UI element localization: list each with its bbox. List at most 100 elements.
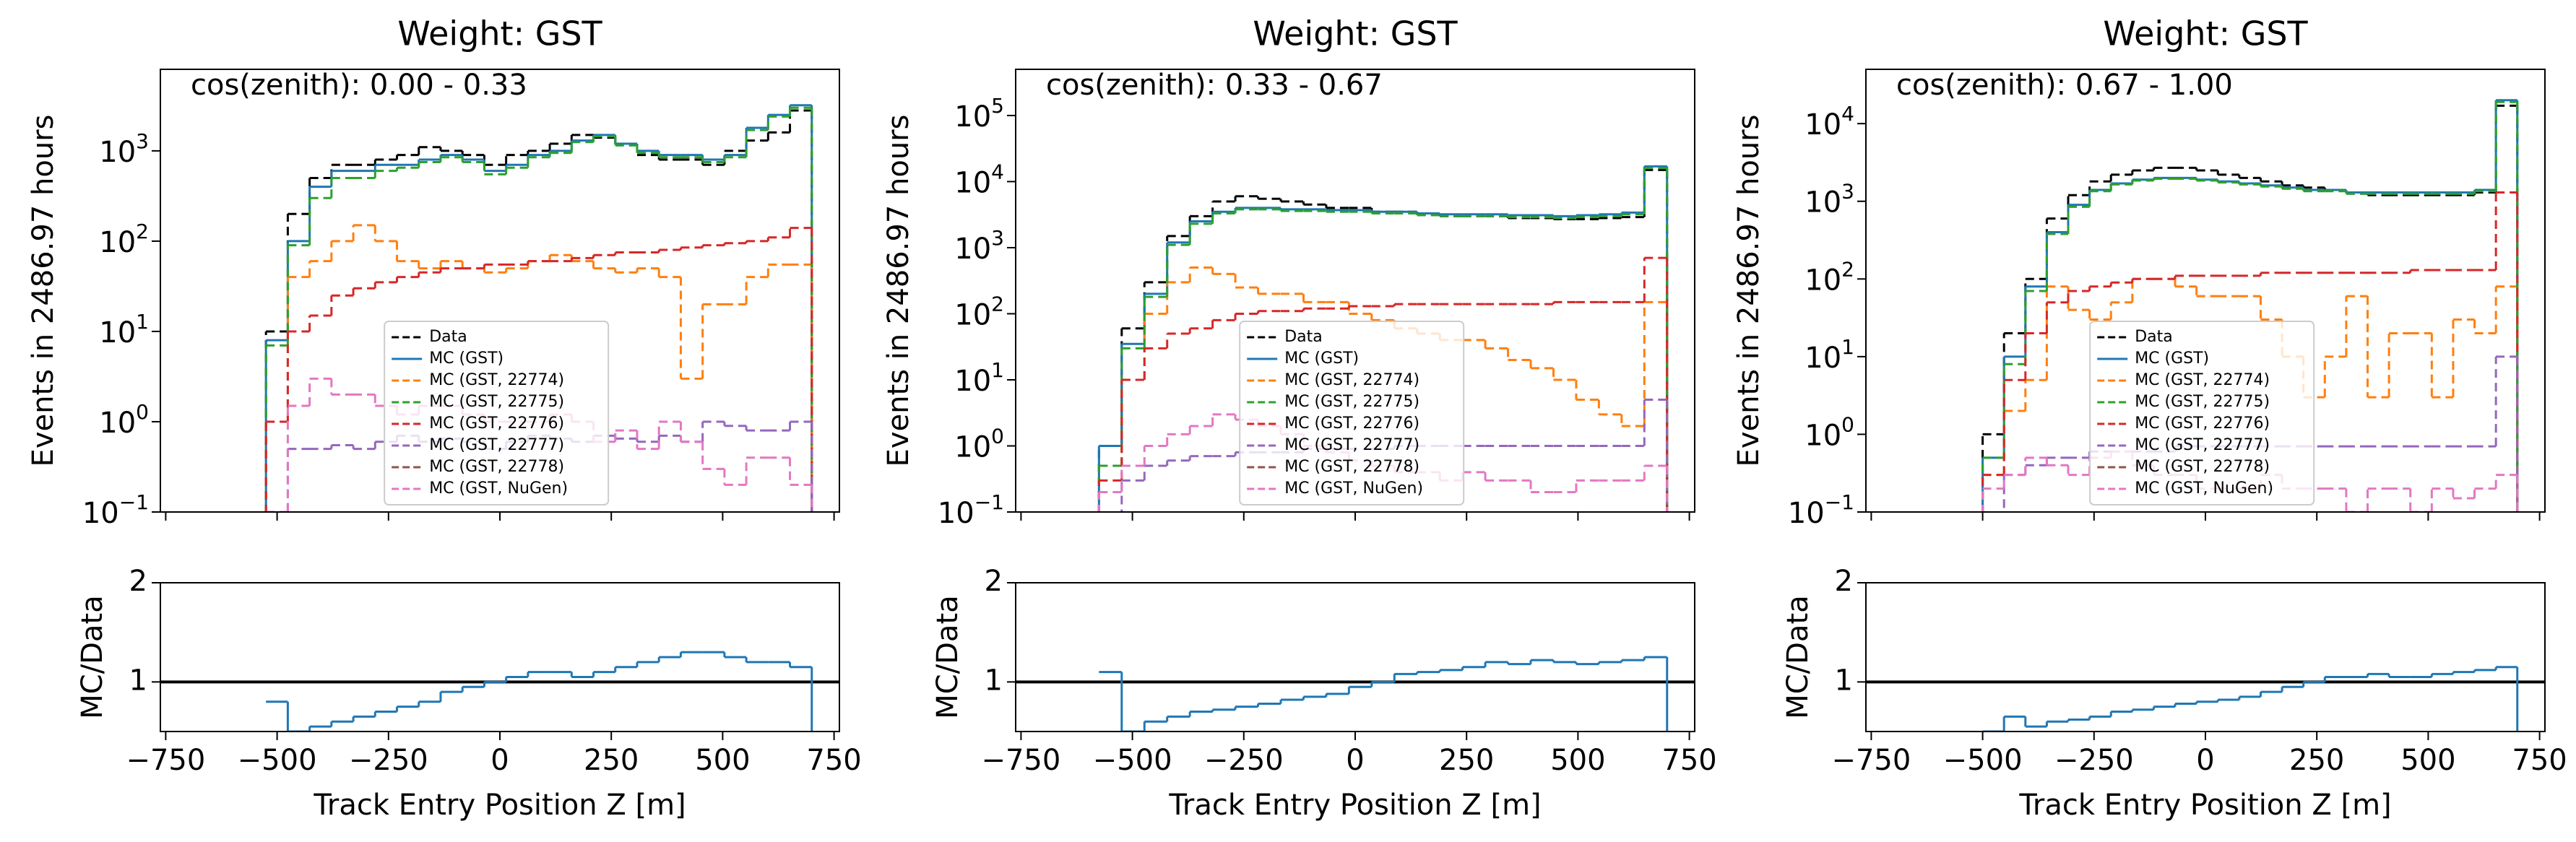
- legend-label: MC (GST, 22778): [2135, 458, 2270, 476]
- legend-label: MC (GST, 22775): [2135, 393, 2270, 411]
- legend-label: MC (GST, 22776): [429, 415, 564, 433]
- y-tick-label: 10−1: [1788, 490, 1854, 530]
- y-tick-label: 100: [954, 424, 1004, 464]
- y-axis-label: MC/Data: [931, 595, 964, 719]
- chart-title: Weight: GST: [1253, 14, 1458, 53]
- y-tick-label: 10−1: [82, 490, 149, 530]
- x-tick-label: 750: [806, 744, 861, 777]
- y-tick-label: 1: [1835, 664, 1853, 697]
- y-tick-label: 2: [1835, 565, 1853, 598]
- legend-label: Data: [1284, 328, 1323, 346]
- legend-label: MC (GST, 22774): [1284, 371, 1419, 389]
- x-tick-label: −750: [1831, 744, 1911, 777]
- x-tick-label: 500: [1550, 744, 1605, 777]
- x-axis-label: Track Entry Position Z [m]: [313, 789, 686, 822]
- x-tick-label: 250: [2289, 744, 2344, 777]
- y-tick-label: 101: [954, 358, 1004, 398]
- legend-box: [1239, 321, 1465, 505]
- x-tick-label: 0: [490, 744, 509, 777]
- y-tick-label: 104: [954, 160, 1004, 199]
- legend-label: Data: [429, 328, 467, 346]
- histogram-series: [266, 541, 812, 602]
- x-tick-label: −750: [981, 744, 1060, 777]
- x-axis-label: Track Entry Position Z [m]: [2018, 789, 2391, 822]
- y-tick-label: 2: [129, 565, 147, 598]
- ratio-area: [1016, 656, 1695, 732]
- axes-frame: [1865, 582, 2546, 732]
- chart-title: Weight: GST: [2103, 14, 2308, 53]
- legend-label: MC (GST, 22774): [429, 371, 564, 389]
- axes-frame: [1015, 582, 1695, 732]
- y-tick-label: 105: [954, 94, 1004, 134]
- x-tick-label: −250: [1204, 744, 1284, 777]
- y-axis-label: MC/Data: [1781, 595, 1815, 719]
- x-axis-label: Track Entry Position Z [m]: [1168, 789, 1541, 822]
- y-tick-label: 100: [1805, 412, 1854, 452]
- legend-label: MC (GST, 22776): [2135, 415, 2270, 433]
- legend: Data MC (GST) MC (GST, 22774) MC (GST, 2277…: [384, 321, 610, 505]
- legend-label: MC (GST, 22777): [429, 436, 564, 454]
- y-tick-label: 1: [129, 664, 147, 697]
- y-axis-label: Events in 2486.97 hours: [1732, 115, 1765, 467]
- x-tick-label: −750: [126, 744, 205, 777]
- x-tick-label: 500: [695, 744, 750, 777]
- y-tick-label: 1: [985, 664, 1003, 697]
- y-tick-label: 104: [1805, 102, 1854, 142]
- annotation: cos(zenith): 0.67 - 1.00: [1896, 69, 2233, 102]
- y-tick-label: 103: [99, 129, 149, 169]
- ratio-area: [1866, 666, 2545, 732]
- legend-label: MC (GST, 22777): [1284, 436, 1419, 454]
- y-tick-label: 102: [954, 292, 1004, 331]
- legend-label: MC (GST, 22778): [429, 458, 564, 476]
- x-tick-label: −500: [1093, 744, 1172, 777]
- legend-label: MC (GST, 22775): [429, 393, 564, 411]
- x-tick-label: −250: [2054, 744, 2134, 777]
- x-tick-label: 0: [2196, 744, 2214, 777]
- chart-title: Weight: GST: [397, 14, 602, 53]
- y-axis-label: Events in 2486.97 hours: [27, 115, 60, 467]
- x-tick-label: 500: [2400, 744, 2455, 777]
- legend-label: MC (GST): [429, 350, 503, 368]
- legend: Data MC (GST) MC (GST, 22774) MC (GST, 2277…: [1239, 321, 1465, 505]
- y-tick-label: 101: [1805, 335, 1854, 375]
- y-axis-label: MC/Data: [76, 595, 109, 719]
- legend-label: MC (GST, NuGen): [1284, 479, 1423, 498]
- y-tick-label: 100: [99, 400, 149, 440]
- y-axis-label: Events in 2486.97 hours: [882, 115, 915, 467]
- legend-box: [2089, 321, 2315, 505]
- y-tick-label: 102: [1805, 257, 1854, 297]
- y-tick-label: 2: [985, 565, 1003, 598]
- legend: Data MC (GST) MC (GST, 22774) MC (GST, 2277…: [2089, 321, 2315, 505]
- legend-label: MC (GST): [2135, 350, 2209, 368]
- y-tick-label: 101: [99, 310, 149, 350]
- plot-area: [1097, 165, 1669, 512]
- y-tick-label: 103: [954, 226, 1004, 266]
- legend-label: MC (GST, 22777): [2135, 436, 2270, 454]
- annotation: cos(zenith): 0.33 - 0.67: [1046, 69, 1383, 102]
- legend-box: [384, 321, 610, 505]
- x-tick-label: −500: [238, 744, 317, 777]
- y-tick-label: 102: [99, 220, 149, 259]
- ratio-area: [160, 651, 839, 732]
- y-tick-label: 103: [1805, 180, 1854, 220]
- plot-area: [264, 104, 813, 602]
- x-tick-label: −500: [1943, 744, 2023, 777]
- x-tick-label: 750: [2512, 744, 2567, 777]
- x-tick-label: −250: [349, 744, 428, 777]
- plot-area: [1981, 99, 2519, 512]
- x-tick-label: 250: [1439, 744, 1494, 777]
- x-tick-label: 0: [1346, 744, 1364, 777]
- histogram-series: [1097, 256, 1669, 512]
- y-tick-label: 10−1: [938, 490, 1004, 530]
- legend-label: MC (GST, 22774): [2135, 371, 2270, 389]
- legend-label: MC (GST, NuGen): [2135, 479, 2273, 498]
- legend-label: MC (GST, 22775): [1284, 393, 1419, 411]
- legend-label: MC (GST, NuGen): [429, 479, 568, 498]
- x-tick-label: 750: [1661, 744, 1716, 777]
- x-tick-label: 250: [584, 744, 639, 777]
- legend-label: MC (GST, 22776): [1284, 415, 1419, 433]
- legend-label: MC (GST): [1284, 350, 1359, 368]
- annotation: cos(zenith): 0.00 - 0.33: [191, 69, 527, 102]
- legend-label: MC (GST, 22778): [1284, 458, 1419, 476]
